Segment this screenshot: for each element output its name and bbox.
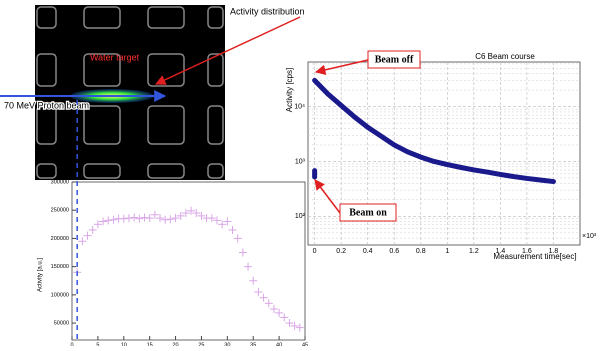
y-tick-label: 10²	[295, 213, 306, 220]
annotation: Beam off	[375, 54, 414, 65]
axis-multiplier: ×10³	[582, 233, 597, 240]
x-tick-label: 20	[172, 342, 178, 346]
x-tick-label: 0	[70, 342, 73, 346]
y-tick-label: 250000	[51, 208, 69, 214]
x-tick-label: 1.8	[549, 248, 559, 255]
activity-label: Activity distribution	[230, 6, 305, 16]
x-tick-label: 0	[313, 248, 317, 255]
x-tick-label: 30	[224, 342, 230, 346]
y-axis-label: Activity [a.u.]	[38, 258, 44, 292]
x-tick-label: 0.8	[416, 248, 426, 255]
y-tick-label: 200000	[51, 236, 69, 242]
y-tick-label: 10³	[295, 158, 306, 165]
y-tick-label: 300000	[51, 179, 69, 185]
x-tick-label: 0.2	[336, 248, 346, 255]
target-label: Water target	[90, 52, 140, 62]
figure: Water target 70 MeV Proton beam Activity…	[0, 0, 600, 346]
x-tick-label: 0.6	[389, 248, 399, 255]
y-tick-label: 100000	[51, 292, 69, 298]
annotation: Beam on	[349, 207, 387, 218]
x-tick-label: 1	[445, 248, 449, 255]
plot-frame	[72, 182, 305, 340]
chart-title: C6 Beam course	[475, 52, 535, 61]
x-tick-label: 1.2	[469, 248, 479, 255]
y-axis-label: Activity [cps]	[285, 68, 294, 112]
x-tick-label: 1.6	[522, 248, 532, 255]
x-tick-label: 45	[302, 342, 308, 346]
x-tick-label: 0.4	[363, 248, 373, 255]
x-tick-label: 15	[147, 342, 153, 346]
x-tick-label: 35	[250, 342, 256, 346]
y-tick-label: 10⁴	[294, 103, 305, 110]
x-tick-label: 25	[198, 342, 204, 346]
y-tick-label: 150000	[51, 264, 69, 270]
y-tick-label: 50000	[54, 321, 69, 327]
x-axis-label: Measurement time[sec]	[493, 252, 576, 261]
x-tick-label: 1.4	[496, 248, 506, 255]
x-tick-label: 5	[96, 342, 99, 346]
x-tick-label: 40	[276, 342, 282, 346]
beam-label: 70 MeV Proton beam	[4, 100, 89, 110]
page: {"diagram": {"activity_label": "Activity…	[0, 0, 600, 346]
x-tick-label: 10	[121, 342, 127, 346]
